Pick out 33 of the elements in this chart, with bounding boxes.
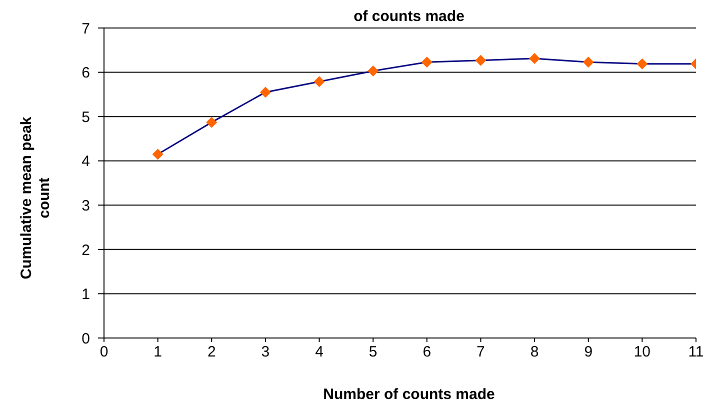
- point: [314, 76, 325, 88]
- y-axis-title: Cumulative mean peak count: [18, 116, 53, 280]
- y-tick-label: 5: [82, 108, 90, 126]
- x-tick-label: 5: [368, 344, 378, 361]
- x-tick-label: 8: [530, 344, 539, 361]
- point: [582, 56, 594, 68]
- x-tick-label: 2: [207, 344, 216, 361]
- chart-title: of counts made: [352, 8, 466, 25]
- x-tick-label: 7: [476, 344, 485, 361]
- y-tick-label: 4: [82, 153, 90, 170]
- x-tick-label: 3: [261, 344, 270, 361]
- x-tick-label: 4: [315, 344, 324, 361]
- y-tick-label: 6: [82, 64, 90, 82]
- y-tick-label: 2: [82, 242, 90, 259]
- point: [206, 116, 218, 128]
- point: [260, 86, 271, 98]
- point: [368, 65, 379, 76]
- x-tick-label: 1: [154, 344, 162, 361]
- point: [529, 53, 540, 64]
- y-tick-label: 1: [82, 286, 90, 304]
- point: [421, 56, 432, 68]
- y-tick-label: 7: [82, 20, 90, 38]
- x-tick-label: 0: [100, 344, 108, 361]
- x-tick-label: 11: [688, 344, 704, 361]
- point: [152, 148, 164, 160]
- x-tick-label: 6: [422, 344, 432, 361]
- y-tick-label: 0: [82, 330, 90, 348]
- x-axis-title: Number of counts made: [322, 386, 496, 403]
- x-tick-label: 9: [584, 344, 593, 361]
- y-tick-label: 3: [82, 197, 90, 214]
- x-tick-label: 10: [634, 344, 651, 361]
- point: [636, 58, 648, 70]
- point: [475, 54, 486, 66]
